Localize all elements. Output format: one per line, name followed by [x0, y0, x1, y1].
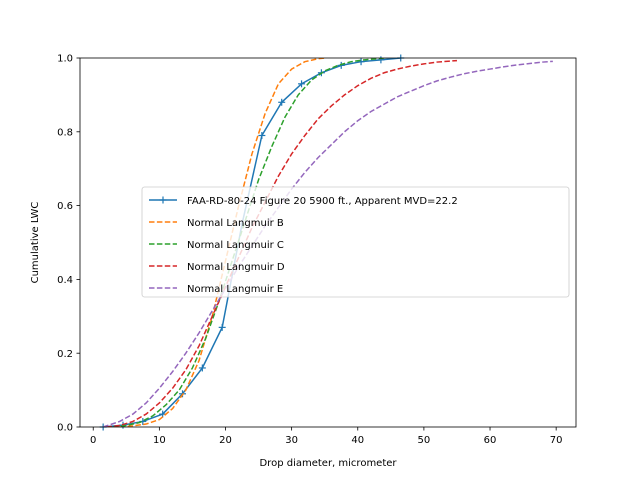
x-axis-label: Drop diameter, micrometer [259, 458, 397, 469]
series-0-point-8 [258, 131, 266, 139]
series-line-3 [106, 59, 458, 427]
y-tick-label-3: 0.6 [57, 201, 73, 212]
x-tick-label-6: 60 [484, 435, 497, 446]
x-tick-label-0: 0 [90, 435, 96, 446]
y-tick-label-5: 1.0 [57, 54, 73, 65]
x-tick-label-5: 50 [418, 435, 431, 446]
series-line-0 [103, 58, 401, 427]
y-tick-label-2: 0.4 [57, 275, 73, 286]
series-0-point-12 [337, 61, 345, 69]
series-line-4 [102, 60, 553, 427]
y-tick-label-4: 0.8 [57, 127, 73, 138]
x-tick-label-2: 20 [219, 435, 232, 446]
series-0-point-10 [298, 80, 306, 88]
series-0-point-5 [198, 364, 206, 372]
legend-item-3: Normal Langmuir D [149, 262, 285, 273]
y-axis-label: Cumulative LWC [30, 202, 41, 284]
legend-item-1: Normal Langmuir B [149, 218, 284, 229]
legend-label-0: FAA-RD-80-24 Figure 20 5900 ft., Apparen… [187, 196, 458, 207]
legend-label-3: Normal Langmuir D [187, 262, 285, 273]
legend-box [141, 186, 570, 298]
y-tick-label-1: 0.2 [57, 349, 73, 360]
legend-item-0: FAA-RD-80-24 Figure 20 5900 ft., Apparen… [149, 196, 458, 207]
legend-label-2: Normal Langmuir C [187, 240, 284, 251]
series-0-point-13 [357, 58, 365, 66]
series-0-point-6 [218, 323, 226, 331]
y-tick-label-0: 0.0 [57, 423, 73, 434]
x-tick-label-1: 10 [153, 435, 166, 446]
series-0-point-14 [377, 56, 385, 64]
x-tick-label-7: 70 [550, 435, 563, 446]
plot-frame [79, 57, 577, 428]
series-0-point-9 [278, 98, 286, 106]
legend-item-4: Normal Langmuir E [149, 284, 283, 295]
legend: FAA-RD-80-24 Figure 20 5900 ft., Apparen… [141, 186, 570, 298]
axes-layer: 0 10 20 30 40 50 60 70 0.0 0.2 0.4 0.6 0.8 1.0 [57, 54, 577, 446]
x-tick-label-3: 30 [285, 435, 298, 446]
legend-label-4: Normal Langmuir E [187, 284, 283, 295]
legend-label-1: Normal Langmuir B [187, 218, 284, 229]
legend-item-2: Normal Langmuir C [149, 240, 284, 251]
series-line-2 [112, 58, 385, 427]
x-tick-label-4: 40 [351, 435, 364, 446]
